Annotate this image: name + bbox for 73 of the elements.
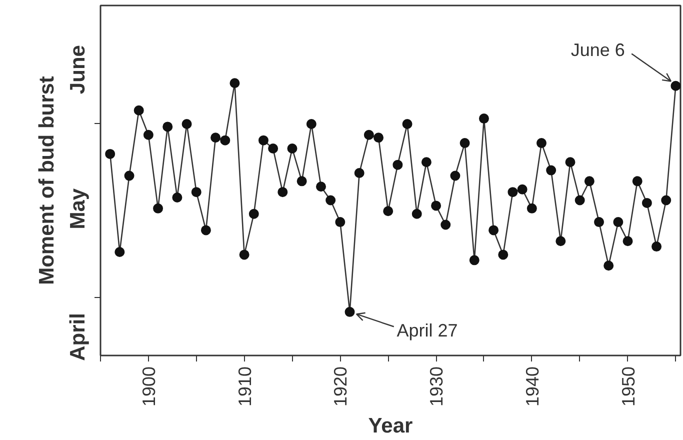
x-tick-label: 1920 [330, 366, 351, 407]
point [402, 118, 412, 129]
point [268, 144, 278, 154]
point [421, 157, 432, 168]
point [326, 195, 336, 206]
point [296, 176, 307, 186]
point [220, 135, 230, 146]
point [153, 203, 164, 214]
point [574, 195, 585, 206]
x-tick-label: 1930 [426, 366, 447, 407]
point [632, 176, 642, 186]
point [239, 250, 250, 260]
point [114, 247, 125, 257]
point [134, 105, 144, 116]
point [431, 200, 442, 211]
point [469, 255, 480, 266]
point [287, 144, 298, 154]
point [210, 132, 221, 143]
point [478, 114, 489, 124]
point [661, 195, 672, 206]
point [460, 138, 470, 148]
point [191, 187, 202, 198]
point [412, 208, 422, 219]
point [556, 236, 566, 246]
point [230, 78, 240, 88]
point [546, 165, 556, 176]
point [604, 260, 614, 271]
text: May [66, 188, 90, 230]
point [508, 187, 518, 198]
point [536, 138, 546, 148]
point [594, 217, 604, 228]
y-axis-title: Moment of bud burst [36, 76, 58, 285]
point [517, 184, 528, 194]
point [392, 160, 403, 170]
annotation: April 27 [396, 320, 458, 340]
point [450, 170, 460, 181]
point [652, 242, 662, 252]
point [335, 217, 346, 228]
point [383, 206, 394, 216]
point [258, 135, 268, 146]
point [316, 182, 326, 192]
point [440, 220, 451, 230]
point [364, 130, 374, 140]
point [613, 217, 624, 228]
point [200, 225, 211, 236]
annotation: June 6 [570, 40, 625, 60]
point [670, 80, 680, 91]
point [565, 157, 576, 168]
point [622, 236, 633, 246]
point [143, 130, 154, 140]
point [374, 132, 384, 143]
point [248, 208, 259, 219]
x-tick-label: 1940 [522, 366, 542, 407]
text: June [66, 45, 90, 94]
point [526, 203, 537, 214]
x-tick-label: 1910 [234, 366, 255, 407]
point [124, 170, 134, 181]
point [642, 198, 652, 208]
point [344, 306, 355, 317]
point [162, 122, 173, 132]
x-tick-label: 1900 [138, 366, 159, 407]
point [584, 176, 594, 186]
point [488, 225, 499, 236]
point [354, 168, 364, 178]
x-tick-label: 1950 [618, 366, 638, 407]
text: April [66, 313, 90, 361]
point [105, 148, 116, 159]
point [498, 250, 508, 260]
point [182, 118, 192, 129]
x-axis-title: Year [368, 414, 413, 438]
point [278, 187, 288, 198]
point [306, 118, 316, 129]
point [172, 192, 182, 203]
